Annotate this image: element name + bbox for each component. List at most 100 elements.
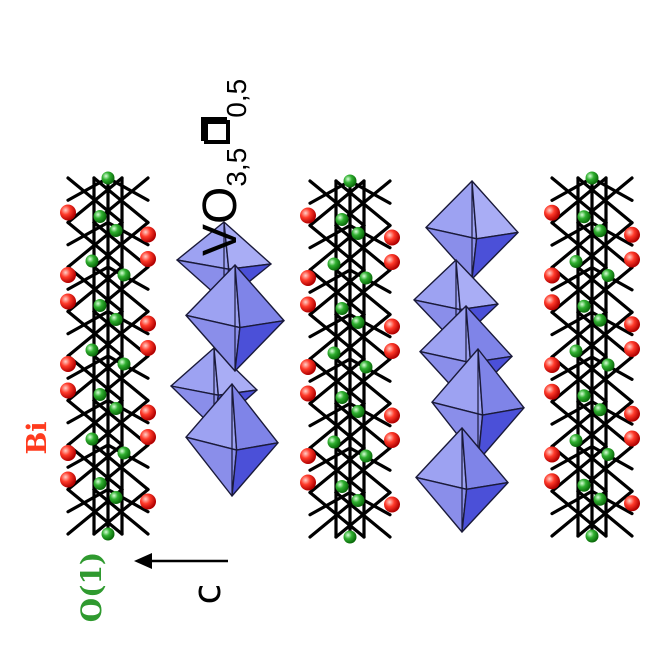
bi-atom xyxy=(300,207,316,224)
o1-atom xyxy=(359,449,373,463)
vo-octahedron xyxy=(415,427,509,533)
bi-atom xyxy=(300,270,316,286)
bi2o2-layers xyxy=(60,171,640,544)
o1-atom xyxy=(577,299,591,313)
bi-atom xyxy=(624,226,640,243)
bi-atom xyxy=(544,383,560,400)
o1-atom xyxy=(601,358,615,372)
bi-atom xyxy=(544,473,560,490)
bi-atom xyxy=(60,204,76,221)
o1-atom xyxy=(93,388,107,401)
vo-octahedron xyxy=(425,180,519,280)
bi-atom xyxy=(384,496,400,513)
bi-atom xyxy=(384,229,400,246)
bi-atom xyxy=(60,382,76,399)
bi-atoms xyxy=(300,207,400,513)
bi-atom xyxy=(140,226,156,243)
bi-atom xyxy=(300,448,316,464)
bi-atom xyxy=(624,251,640,268)
o1-atom xyxy=(577,389,591,403)
bi-atom xyxy=(384,318,400,335)
o1-atoms xyxy=(85,171,131,541)
bi-atom xyxy=(140,315,156,332)
o1-atom xyxy=(569,344,583,358)
o1-atom xyxy=(335,213,349,226)
vo-octahedra-layers xyxy=(170,180,525,533)
bi-atom xyxy=(544,294,560,311)
bond-network xyxy=(550,176,634,538)
o1-atom xyxy=(601,448,615,461)
bi-atom xyxy=(60,267,76,283)
bi-atom xyxy=(60,471,76,488)
o1-atom xyxy=(601,269,615,282)
bi-atom xyxy=(384,343,400,359)
o1-atom xyxy=(359,360,373,374)
o1-atom xyxy=(335,391,349,404)
o1-atom xyxy=(569,434,583,447)
o1-atom xyxy=(335,302,349,315)
bi-atoms xyxy=(544,204,640,512)
o1-atom xyxy=(585,529,599,543)
bond-network xyxy=(66,176,150,536)
bond-network xyxy=(308,179,392,539)
vo-layer-2 xyxy=(413,180,525,533)
o1-atom xyxy=(569,255,583,268)
o1-atom xyxy=(327,346,341,360)
c-axis-label: c xyxy=(185,583,229,605)
o1-atom xyxy=(593,492,607,506)
o1-atom xyxy=(351,227,365,240)
bi-atom xyxy=(624,495,640,512)
bi2o2-layer-3 xyxy=(544,171,640,543)
o1-atom xyxy=(109,491,123,504)
bi2o2-layer-1 xyxy=(60,171,156,541)
formula-main: VO xyxy=(194,186,247,256)
bi-atom xyxy=(140,340,156,356)
o1-atom xyxy=(85,432,99,446)
formula-subscript-2: 0,5 xyxy=(221,78,252,118)
o1-atom xyxy=(351,316,365,329)
vo-octahedron xyxy=(431,348,525,462)
vo-octahedron xyxy=(185,383,279,497)
formula-label: VO3,5 0,5 xyxy=(193,8,252,256)
formula-subscript-1: 3,5 xyxy=(221,147,252,187)
bi-atom xyxy=(60,356,76,372)
o1-atom xyxy=(85,343,99,357)
vacancy-square-icon xyxy=(204,119,230,144)
bi-atom xyxy=(384,432,400,448)
o1-atom xyxy=(335,480,349,493)
o1-atom xyxy=(577,210,591,224)
bi-atom xyxy=(624,341,640,357)
bi-atoms xyxy=(60,204,156,510)
bi-atom xyxy=(140,493,156,510)
o1-atom xyxy=(593,403,607,417)
vo-octahedron xyxy=(185,264,285,372)
bi-atom xyxy=(624,405,640,422)
o1-atom xyxy=(351,405,365,418)
o1-atom xyxy=(117,268,131,282)
bi2o2-layer-2 xyxy=(300,174,400,544)
o1-atom xyxy=(593,313,607,327)
bi-atom xyxy=(300,296,316,313)
bi-atom xyxy=(300,359,316,375)
bi-atom xyxy=(300,474,316,491)
bi-atom xyxy=(140,404,156,421)
o1-atom xyxy=(109,313,123,326)
o1-atom xyxy=(577,478,591,492)
bi-atom-label: Bi xyxy=(22,421,53,455)
bi-atom xyxy=(300,385,316,402)
bi-atom xyxy=(624,316,640,333)
bi-atom xyxy=(544,204,560,221)
o1-atom xyxy=(109,224,123,237)
o1-atom xyxy=(93,210,107,223)
o1-atom xyxy=(101,527,115,541)
bi-atom xyxy=(140,429,156,445)
o1-atom xyxy=(101,171,115,185)
o1-atom-label: O(1) xyxy=(75,551,108,623)
bi-atom xyxy=(384,254,400,270)
o1-atom xyxy=(593,224,607,238)
o1-atom xyxy=(327,435,341,449)
o1-atom xyxy=(93,299,107,312)
o1-atom xyxy=(343,174,357,188)
